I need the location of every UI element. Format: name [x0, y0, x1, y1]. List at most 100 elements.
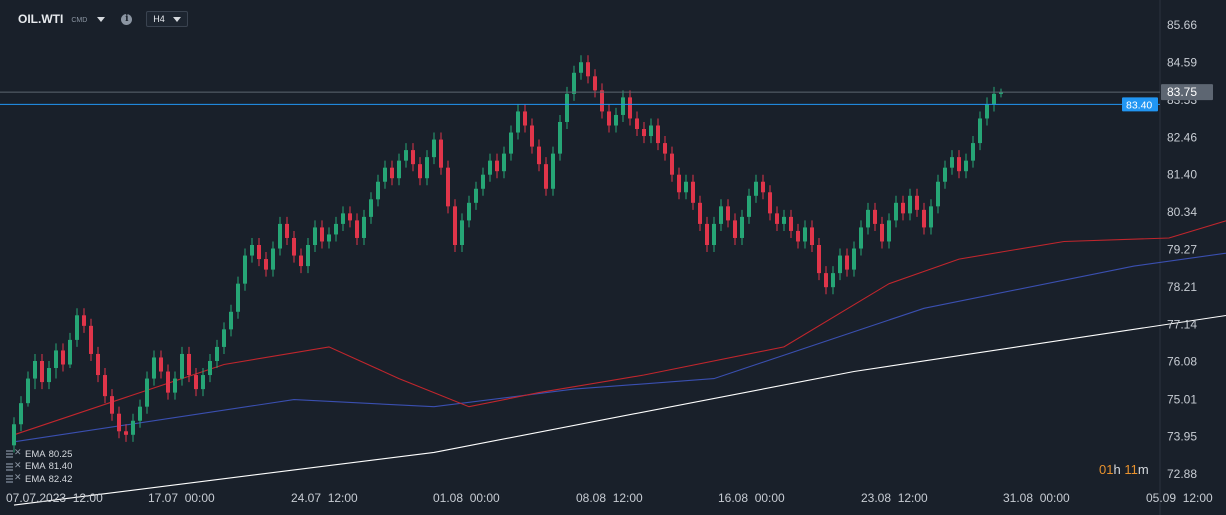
candle [306, 237, 310, 274]
candle [614, 107, 618, 133]
candle [859, 220, 863, 256]
x-tick-label: 05.09 12:00 [1146, 491, 1213, 505]
y-tick-label: 84.59 [1167, 56, 1197, 70]
timeframe-caret-icon [173, 16, 182, 22]
candle [299, 248, 303, 274]
candle [915, 188, 919, 217]
candle [250, 237, 254, 263]
legend-row-ema-slow[interactable]: ✕ EMA 80.25 [6, 447, 73, 461]
candle [684, 174, 688, 200]
y-tick-label: 85.66 [1167, 18, 1197, 32]
x-tick-label: 07.07.2023 12:00 [6, 491, 103, 505]
y-tick-label: 72.88 [1167, 467, 1197, 481]
candle [334, 216, 338, 242]
legend-value: 80.25 [48, 448, 73, 460]
candle [341, 206, 345, 231]
y-tick-label: 82.46 [1167, 130, 1197, 144]
legend-value: 81.40 [48, 461, 73, 473]
candle [19, 396, 23, 432]
candle [537, 139, 541, 172]
bar-countdown: 01h 11m [1099, 462, 1149, 477]
candle [264, 252, 268, 277]
candle [145, 371, 149, 414]
candle [495, 153, 499, 179]
candle [61, 343, 65, 372]
candle [810, 220, 814, 253]
candle [40, 353, 44, 390]
candle [600, 83, 604, 119]
price-axis: 85.6684.5983.5382.4681.4080.3479.2778.21… [1167, 18, 1197, 481]
candle [775, 206, 779, 231]
svg-text:83.40: 83.40 [1126, 99, 1152, 111]
candle [173, 371, 177, 400]
candle [369, 192, 373, 224]
candle [824, 266, 828, 295]
legend-value: 82.42 [48, 473, 73, 485]
candle [138, 399, 142, 428]
candle [166, 364, 170, 400]
chart-toolbar: OIL.WTI CMD i H4 [18, 8, 189, 30]
candle [901, 195, 905, 221]
candle [215, 339, 219, 369]
candle [411, 143, 415, 172]
candle [180, 346, 184, 386]
candle [530, 118, 534, 154]
candle [474, 181, 478, 210]
candle [131, 413, 135, 442]
candle [271, 241, 275, 277]
symbol-name[interactable]: OIL.WTI [18, 12, 64, 26]
indicator-settings-icon[interactable]: ✕ [6, 460, 22, 471]
candle [579, 55, 583, 80]
candle [236, 276, 240, 319]
candle [327, 227, 331, 249]
candle [362, 209, 366, 245]
candle [964, 153, 968, 179]
indicator-settings-icon[interactable]: ✕ [6, 447, 22, 459]
candle [880, 216, 884, 249]
level-price-tag[interactable]: 83.40 [1122, 97, 1158, 112]
candle [509, 125, 513, 161]
candle [558, 114, 562, 161]
price-tags: 83.75 83.40 [1122, 84, 1213, 112]
x-tick-label: 31.08 00:00 [1003, 491, 1070, 505]
candle [278, 216, 282, 256]
candle [922, 202, 926, 235]
candle [12, 417, 16, 453]
candle [782, 209, 786, 231]
candle [999, 88, 1003, 98]
candle [586, 55, 590, 84]
candle [75, 308, 79, 347]
candle [656, 118, 660, 151]
symbol-dropdown-caret-icon[interactable] [97, 16, 106, 22]
info-icon[interactable]: i [121, 13, 133, 25]
y-tick-label: 81.40 [1167, 168, 1197, 182]
indicator-settings-icon[interactable]: ✕ [6, 472, 22, 484]
current-price-tag: 83.75 [1161, 84, 1213, 101]
candle [383, 160, 387, 189]
candle [117, 406, 121, 439]
candle [516, 104, 520, 140]
countdown-hours: 01 [1099, 462, 1114, 477]
candle [285, 216, 289, 245]
candle [320, 220, 324, 249]
y-tick-label: 77.14 [1167, 317, 1197, 331]
y-tick-label: 79.27 [1167, 243, 1197, 257]
candle [978, 111, 982, 151]
candle [803, 220, 807, 249]
indicator-legend: ✕ EMA 80.25 ✕ EMA 81.40 ✕ EMA 82.42 [6, 447, 73, 486]
candle [929, 199, 933, 235]
candle [418, 157, 422, 186]
legend-row-ema-mid[interactable]: ✕ EMA 81.40 [6, 460, 73, 474]
legend-row-ema-fast[interactable]: ✕ EMA 82.42 [6, 472, 73, 486]
candle [96, 346, 100, 383]
candle [348, 206, 352, 228]
candle [390, 160, 394, 186]
candle [845, 248, 849, 277]
candle [894, 195, 898, 228]
y-tick-label: 73.95 [1167, 430, 1197, 444]
candle [33, 353, 37, 390]
candle [488, 153, 492, 182]
timeframe-select[interactable]: H4 [146, 11, 189, 27]
candle [201, 368, 205, 397]
